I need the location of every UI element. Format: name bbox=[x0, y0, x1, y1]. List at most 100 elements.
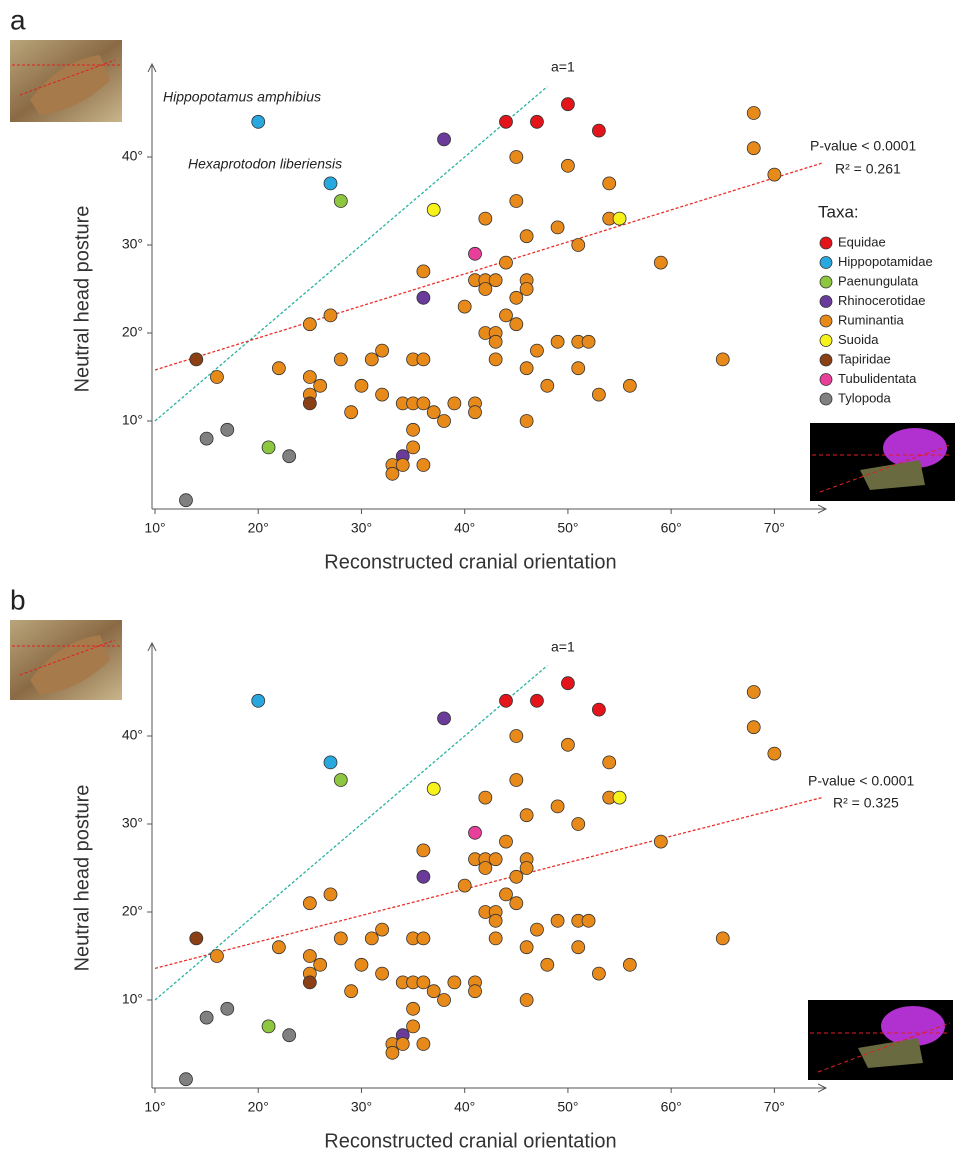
point bbox=[767, 746, 782, 761]
point bbox=[571, 940, 586, 955]
point bbox=[251, 693, 266, 708]
y-tick-label: 40° bbox=[122, 148, 143, 164]
panel: b 10° 20° 30° 40° 50° 60° 70° 10° 20° 30° 40° Recons… bbox=[10, 584, 914, 1152]
annotation: P-value < 0.0001 bbox=[808, 773, 914, 789]
panel-label: b bbox=[10, 584, 26, 615]
annotation: R² = 0.325 bbox=[833, 795, 899, 811]
point bbox=[385, 466, 400, 481]
point bbox=[333, 931, 348, 946]
legend-label: Rhinocerotidae bbox=[838, 293, 925, 308]
legend-title: Taxa: bbox=[818, 202, 859, 221]
point bbox=[199, 1010, 214, 1025]
point bbox=[344, 984, 359, 999]
point bbox=[406, 1019, 420, 1034]
point bbox=[499, 255, 513, 270]
point bbox=[302, 896, 317, 911]
point bbox=[323, 755, 338, 770]
photo-antelope-a bbox=[10, 40, 122, 122]
x-tick-label: 20° bbox=[248, 520, 269, 536]
point bbox=[323, 176, 338, 191]
point bbox=[416, 264, 431, 279]
point bbox=[591, 123, 606, 138]
y-tick-label: 40° bbox=[122, 727, 143, 743]
point bbox=[612, 211, 627, 226]
point bbox=[540, 378, 555, 393]
point bbox=[591, 387, 606, 402]
point bbox=[416, 931, 431, 946]
point bbox=[416, 1037, 431, 1051]
x-tick-label: 30° bbox=[351, 520, 372, 536]
legend-swatch bbox=[819, 295, 833, 308]
point bbox=[561, 737, 575, 752]
point bbox=[488, 931, 503, 946]
point bbox=[468, 984, 482, 999]
point bbox=[519, 993, 534, 1007]
point bbox=[323, 887, 338, 902]
legend-swatch bbox=[819, 236, 833, 250]
point bbox=[344, 405, 359, 420]
legend-label: Hippopotamidae bbox=[838, 254, 933, 269]
x-tick-label: 40° bbox=[454, 520, 475, 536]
point bbox=[488, 334, 503, 349]
point bbox=[550, 799, 565, 814]
point bbox=[715, 352, 730, 367]
y-tick-label: 30° bbox=[122, 815, 143, 831]
point bbox=[509, 290, 524, 305]
point bbox=[416, 352, 431, 367]
point bbox=[519, 861, 534, 875]
point bbox=[406, 1001, 420, 1016]
x-tick-label: 60° bbox=[661, 520, 682, 536]
point bbox=[271, 361, 286, 376]
point bbox=[395, 458, 410, 472]
annotation: Hexaprotodon liberiensis bbox=[188, 156, 342, 172]
annotation: Hippopotamus amphibius bbox=[163, 89, 321, 105]
x-axis-title: Reconstructed cranial orientation bbox=[324, 551, 616, 573]
legend-swatch bbox=[819, 275, 833, 289]
point bbox=[550, 913, 565, 928]
point bbox=[499, 693, 513, 708]
point bbox=[746, 685, 761, 699]
point bbox=[313, 378, 328, 393]
point bbox=[581, 334, 596, 349]
point bbox=[509, 150, 524, 164]
point bbox=[416, 843, 431, 858]
point bbox=[499, 114, 513, 129]
point bbox=[426, 405, 441, 420]
point bbox=[488, 273, 503, 288]
photo-antelope-b bbox=[10, 620, 122, 700]
point bbox=[499, 887, 513, 902]
point bbox=[302, 396, 317, 411]
point bbox=[416, 975, 431, 990]
point bbox=[530, 922, 544, 937]
point bbox=[437, 132, 451, 147]
point bbox=[519, 229, 534, 244]
fit-line-label: a=1 bbox=[551, 59, 575, 75]
point bbox=[488, 352, 503, 367]
x-tick-label: 50° bbox=[557, 520, 578, 536]
x-tick-label: 60° bbox=[661, 1099, 682, 1115]
point bbox=[519, 414, 534, 428]
point bbox=[282, 449, 297, 464]
y-tick-label: 20° bbox=[122, 324, 143, 340]
point bbox=[530, 114, 544, 129]
point bbox=[354, 957, 369, 972]
point bbox=[189, 931, 204, 946]
point bbox=[653, 834, 668, 849]
legend-label: Tubulidentata bbox=[838, 371, 917, 386]
point bbox=[199, 431, 214, 446]
point bbox=[509, 773, 524, 787]
point bbox=[499, 308, 513, 323]
y-tick-label: 30° bbox=[122, 236, 143, 252]
point bbox=[251, 114, 266, 129]
point bbox=[354, 378, 369, 393]
point bbox=[478, 861, 493, 875]
point bbox=[375, 966, 390, 981]
point bbox=[509, 194, 524, 208]
point bbox=[261, 440, 276, 455]
point bbox=[416, 458, 431, 472]
legend-swatch bbox=[819, 373, 833, 386]
fit-line bbox=[154, 86, 548, 422]
point bbox=[561, 97, 575, 112]
point bbox=[189, 352, 204, 367]
y-tick-label: 10° bbox=[122, 412, 143, 428]
